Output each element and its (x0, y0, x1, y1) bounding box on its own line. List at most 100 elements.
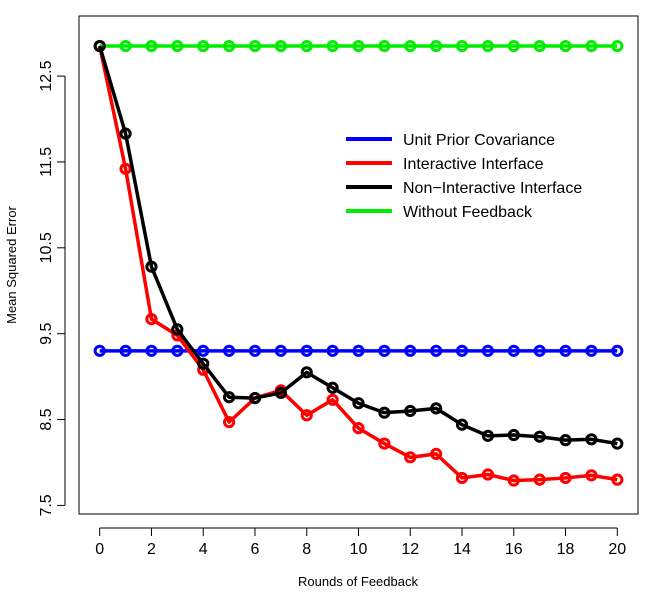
point-unit-prior-covariance (326, 344, 339, 357)
x-tick-label: 2 (147, 541, 156, 558)
x-tick-label: 14 (453, 541, 471, 558)
y-tick-label: 9.5 (38, 322, 55, 344)
point-unit-prior-covariance (171, 344, 184, 357)
point-interactive-interface (119, 162, 132, 175)
y-tick-label: 10.5 (38, 232, 55, 263)
point-unit-prior-covariance (404, 344, 417, 357)
point-interactive-interface (145, 312, 158, 326)
y-axis: 7.5 8.5 9.5 10.5 11.5 12.5 (38, 60, 66, 517)
point-unit-prior-covariance (145, 344, 158, 357)
point-without-feedback (481, 39, 494, 53)
point-non-interactive-interface (559, 434, 572, 447)
point-without-feedback (171, 39, 184, 53)
x-tick-label: 16 (505, 541, 523, 558)
point-non-interactive-interface (455, 418, 469, 431)
plot-frame (78, 15, 639, 515)
point-interactive-interface (481, 468, 494, 481)
point-without-feedback (404, 39, 417, 53)
legend-label-interactive-interface: Interactive Interface (403, 156, 544, 173)
point-interactive-interface (533, 473, 546, 486)
point-interactive-interface (326, 393, 339, 406)
point-without-feedback (352, 39, 365, 53)
point-unit-prior-covariance (533, 344, 546, 357)
point-unit-prior-covariance (248, 344, 262, 357)
point-interactive-interface (585, 469, 598, 482)
y-tick-label: 8.5 (38, 408, 55, 430)
x-tick-label: 0 (95, 541, 104, 558)
point-without-feedback (378, 39, 391, 53)
point-without-feedback (430, 39, 443, 53)
point-without-feedback (223, 39, 236, 53)
point-interactive-interface (559, 471, 572, 485)
point-without-feedback (274, 39, 287, 53)
point-non-interactive-interface (378, 406, 391, 419)
point-non-interactive-interface (430, 402, 443, 415)
point-interactive-interface (404, 451, 417, 464)
legend-label-unit-prior-covariance: Unit Prior Covariance (403, 132, 555, 149)
point-without-feedback (611, 39, 624, 53)
point-non-interactive-interface (611, 437, 624, 450)
point-unit-prior-covariance (119, 344, 132, 357)
point-non-interactive-interface (223, 391, 236, 404)
point-without-feedback (585, 39, 598, 53)
point-interactive-interface (455, 471, 469, 485)
point-without-feedback (559, 39, 572, 53)
point-non-interactive-interface (404, 404, 417, 418)
point-without-feedback (145, 39, 158, 53)
point-unit-prior-covariance (611, 344, 624, 357)
point-non-interactive-interface (507, 428, 520, 442)
point-interactive-interface (611, 473, 624, 486)
point-without-feedback (455, 39, 469, 53)
x-tick-label: 12 (401, 541, 419, 558)
point-unit-prior-covariance (559, 344, 572, 357)
y-tick-label: 11.5 (38, 147, 55, 177)
y-tick-label: 12.5 (38, 60, 55, 91)
point-non-interactive-interface (352, 397, 365, 410)
x-axis-title: Rounds of Feedback (298, 574, 418, 589)
point-interactive-interface (430, 447, 443, 460)
point-interactive-interface (378, 437, 391, 450)
series-line-non-interactive-interface (98, 45, 618, 446)
x-tick-label: 20 (608, 541, 626, 558)
x-tick-label: 6 (251, 541, 260, 558)
point-unit-prior-covariance (455, 344, 469, 357)
point-interactive-interface (352, 422, 365, 435)
point-non-interactive-interface (300, 366, 313, 379)
point-unit-prior-covariance (197, 344, 210, 357)
point-without-feedback (248, 39, 262, 53)
point-non-interactive-interface (585, 433, 598, 446)
y-axis-title: Mean Squared Error (4, 205, 19, 323)
point-non-interactive-interface (248, 391, 262, 405)
x-tick-label: 18 (557, 541, 575, 558)
point-unit-prior-covariance (352, 344, 365, 357)
point-non-interactive-interface (326, 381, 339, 394)
point-unit-prior-covariance (300, 344, 313, 357)
point-unit-prior-covariance (223, 344, 236, 357)
point-non-interactive-interface (274, 386, 287, 400)
point-non-interactive-interface (145, 260, 158, 273)
y-tick-label: 7.5 (38, 494, 55, 516)
point-without-feedback (300, 39, 313, 53)
point-non-interactive-interface (481, 429, 494, 442)
point-non-interactive-interface (119, 127, 132, 140)
legend-label-without-feedback: Without Feedback (403, 204, 533, 221)
point-non-interactive-interface (533, 430, 546, 443)
point-unit-prior-covariance (274, 344, 287, 357)
point-unit-prior-covariance (93, 344, 106, 357)
legend: Unit Prior Covariance Interactive Interfa… (346, 132, 582, 221)
point-unit-prior-covariance (585, 344, 598, 357)
point-unit-prior-covariance (378, 344, 391, 357)
legend-label-non-interactive-interface: Non−Interactive Interface (403, 180, 582, 197)
x-tick-label: 10 (350, 541, 368, 558)
point-unit-prior-covariance (481, 344, 494, 357)
x-tick-label: 8 (302, 541, 311, 558)
x-axis: 0 2 4 6 8 10 12 14 16 18 20 (95, 527, 626, 558)
point-interactive-interface (507, 474, 520, 487)
x-tick-label: 4 (199, 541, 208, 558)
point-without-feedback (326, 39, 339, 53)
point-non-interactive-interface (93, 39, 106, 53)
series-layer (93, 39, 624, 487)
point-non-interactive-interface (197, 357, 210, 370)
point-interactive-interface (223, 416, 236, 429)
point-interactive-interface (300, 409, 313, 422)
